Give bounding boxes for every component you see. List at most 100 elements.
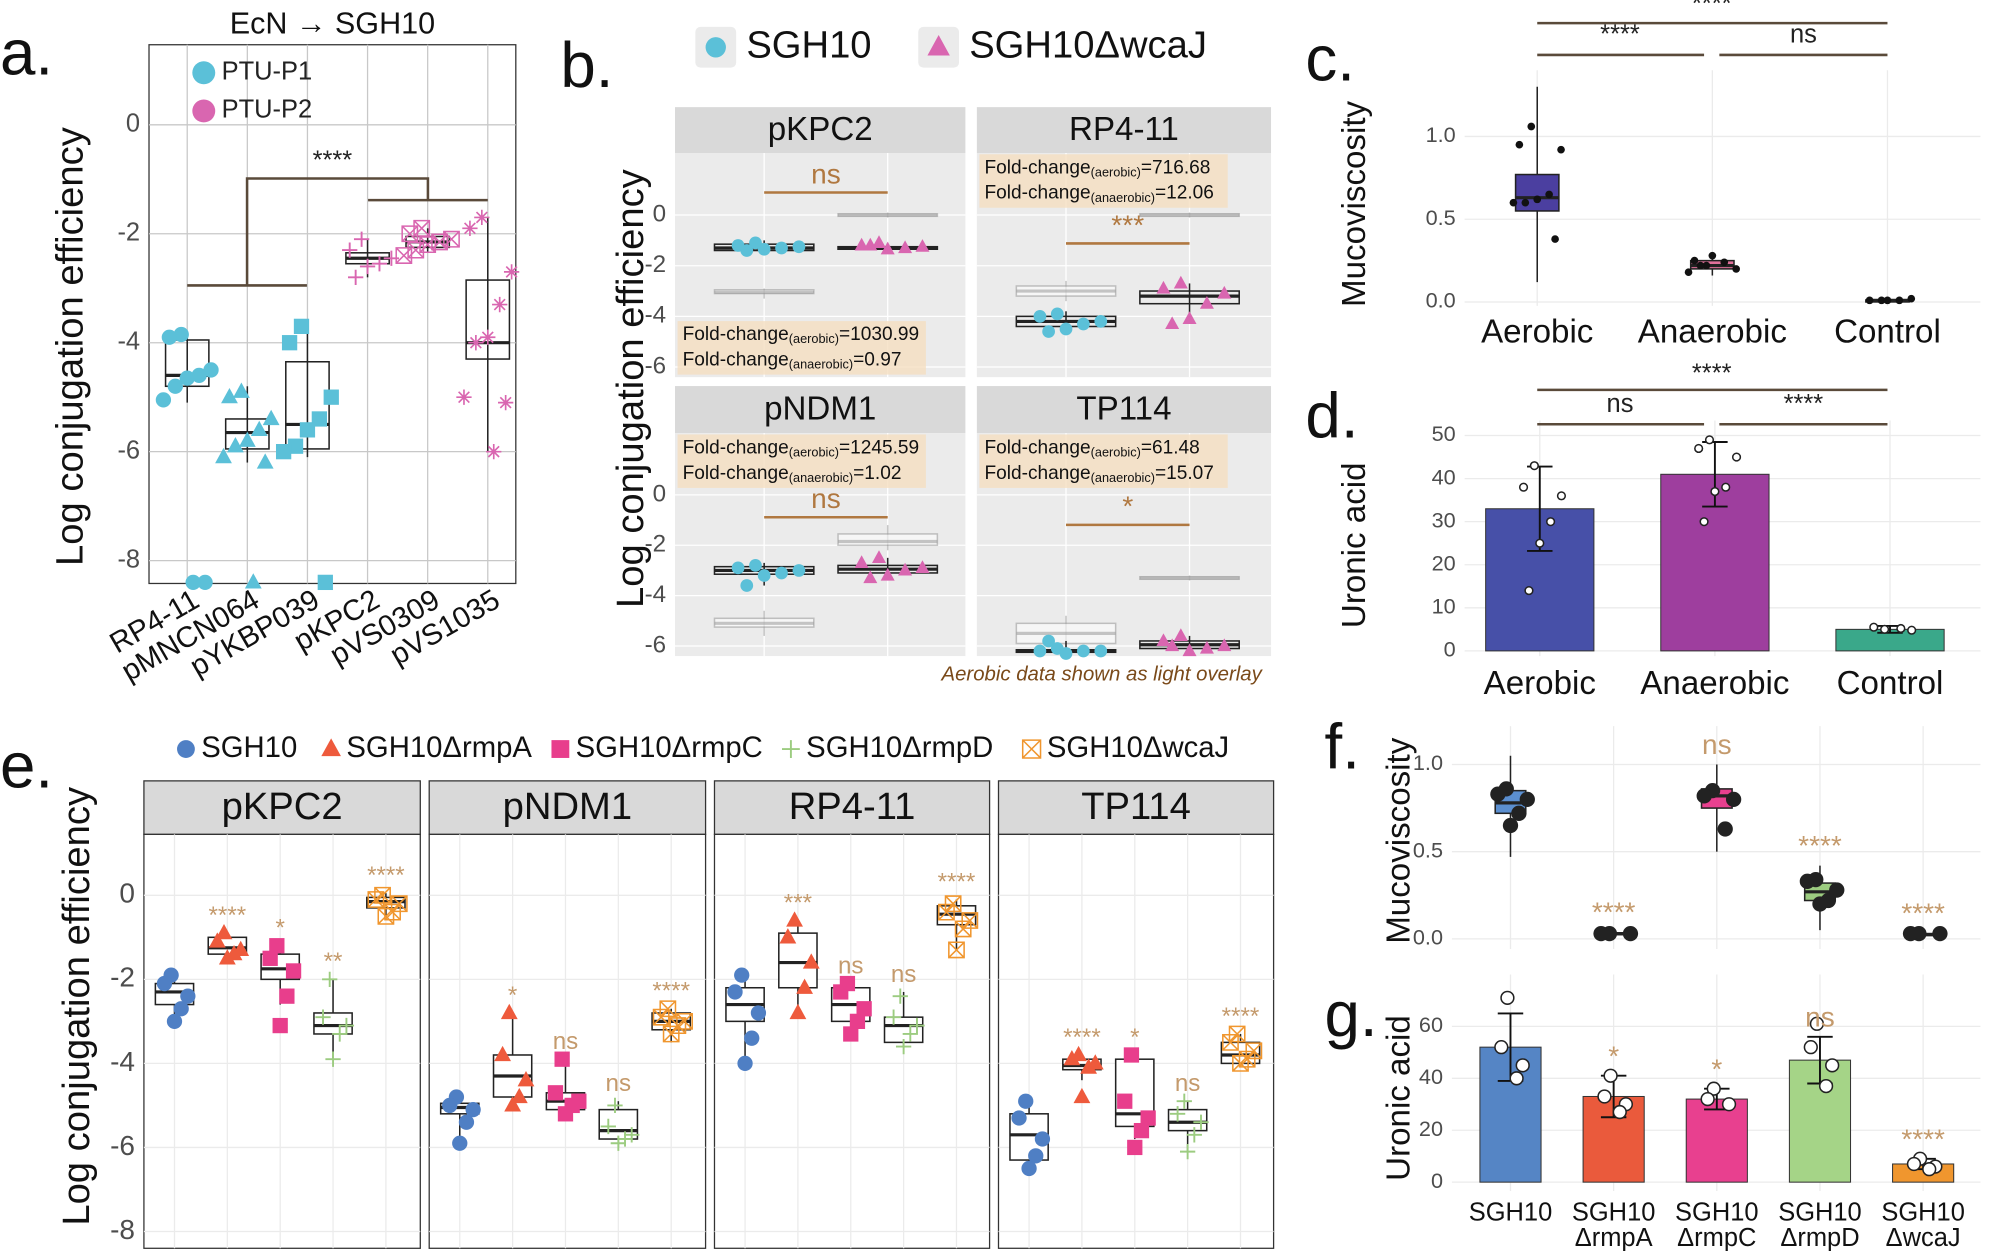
legend-label: SGH10 <box>201 731 297 764</box>
point <box>287 438 304 454</box>
y-tick-label: -2 <box>645 531 667 558</box>
facet-panel <box>428 833 707 1249</box>
fold-change-condition: (anaerobic) <box>1091 190 1155 205</box>
fold-change-value: =12.06 <box>1155 183 1214 204</box>
fold-change-condition: (aerobic) <box>789 445 839 460</box>
point <box>1535 538 1545 548</box>
panel-label: d. <box>1305 380 1358 451</box>
y-tick-label: -8 <box>117 545 140 573</box>
point <box>1173 628 1188 642</box>
point <box>1059 322 1073 336</box>
point <box>557 1106 574 1122</box>
point <box>244 573 262 589</box>
point <box>1156 633 1171 647</box>
fold-change-value: =716.68 <box>1141 157 1211 178</box>
facet-strip <box>675 386 966 434</box>
fold-change-text: Fold-change(anaerobic)=12.06 <box>984 183 1213 205</box>
x-tick-label: SGH10 <box>1778 1199 1862 1227</box>
point <box>1818 1078 1834 1094</box>
point <box>1732 265 1740 273</box>
point <box>279 988 295 1004</box>
point <box>880 567 895 581</box>
fold-change-value: =61.48 <box>1141 438 1200 459</box>
significance-label: **** <box>1692 359 1732 387</box>
point <box>173 1001 189 1017</box>
point <box>203 362 219 378</box>
y-tick-label: 0 <box>1444 637 1456 662</box>
y-tick-label: 40 <box>1432 464 1456 489</box>
fold-change-condition: (anaerobic) <box>1091 470 1155 485</box>
point <box>1179 1143 1196 1160</box>
facet-title: TP114 <box>1076 391 1171 428</box>
significance-label: **** <box>938 868 976 895</box>
point <box>1042 325 1055 338</box>
legend-label: SGH10ΔrmpD <box>806 731 993 764</box>
fold-change-condition: (anaerobic) <box>789 470 853 485</box>
point <box>293 318 310 335</box>
fold-change-text: Fold-change(anaerobic)=0.97 <box>683 350 902 372</box>
y-axis-label: Log conjugation efficiency <box>49 126 92 566</box>
point <box>863 570 878 584</box>
facet-title: TP114 <box>1081 785 1191 828</box>
point <box>792 564 806 577</box>
significance-label: * <box>508 982 518 1009</box>
point <box>156 975 173 992</box>
y-tick-label: 0.5 <box>1413 837 1443 862</box>
point <box>348 269 364 285</box>
fold-change-value: =1.02 <box>853 463 901 484</box>
y-axis-label: Uronic acid <box>1336 462 1373 628</box>
point <box>338 1017 355 1034</box>
point <box>1524 586 1534 596</box>
fold-change-box <box>979 434 1228 488</box>
point <box>740 579 754 592</box>
point <box>177 740 195 758</box>
point <box>342 242 358 258</box>
fold-change-term: Fold-change <box>683 463 789 484</box>
point <box>1708 251 1717 260</box>
point <box>281 335 298 351</box>
y-tick-label: 0 <box>126 110 140 138</box>
y-axis-label: Log conjugation efficiency <box>55 786 98 1226</box>
point <box>1799 873 1816 889</box>
significance-label: ns <box>891 961 917 988</box>
point <box>1932 926 1948 942</box>
point <box>1500 990 1515 1005</box>
point <box>256 453 274 469</box>
point <box>1033 309 1047 323</box>
point <box>1018 1093 1034 1109</box>
fold-change-text: Fold-change(anaerobic)=15.07 <box>984 463 1213 485</box>
x-tick-label: Anaerobic <box>1640 665 1789 702</box>
point <box>1127 1139 1143 1156</box>
significance-label: *** <box>784 889 813 916</box>
significance-label: **** <box>209 902 247 929</box>
legend-label: SGH10ΔwcaJ <box>969 23 1207 66</box>
y-tick-label: -2 <box>110 962 135 993</box>
fold-change-value: =1030.99 <box>839 324 919 345</box>
fold-change-box <box>979 154 1228 208</box>
point <box>1597 1089 1612 1104</box>
significance-label: **** <box>1063 1024 1101 1051</box>
point <box>452 1135 468 1151</box>
point <box>775 566 788 580</box>
x-tick-label: Anaerobic <box>1638 314 1787 351</box>
point <box>1557 145 1565 154</box>
significance-label: **** <box>1692 0 1732 18</box>
bar <box>1685 1098 1748 1183</box>
point <box>705 37 726 58</box>
significance-label: ns <box>1805 1001 1835 1032</box>
point <box>1028 1148 1044 1164</box>
point <box>322 971 338 987</box>
significance-label: **** <box>1222 1003 1260 1030</box>
point <box>775 241 788 255</box>
point <box>1165 638 1180 652</box>
y-tick-label: 40 <box>1419 1064 1443 1089</box>
point <box>1034 1131 1051 1147</box>
point <box>1511 805 1527 821</box>
point <box>1829 882 1845 898</box>
point <box>1515 1058 1530 1073</box>
significance-label: **** <box>367 862 405 889</box>
point <box>510 1087 528 1104</box>
point <box>1922 1162 1937 1177</box>
point <box>786 911 803 927</box>
